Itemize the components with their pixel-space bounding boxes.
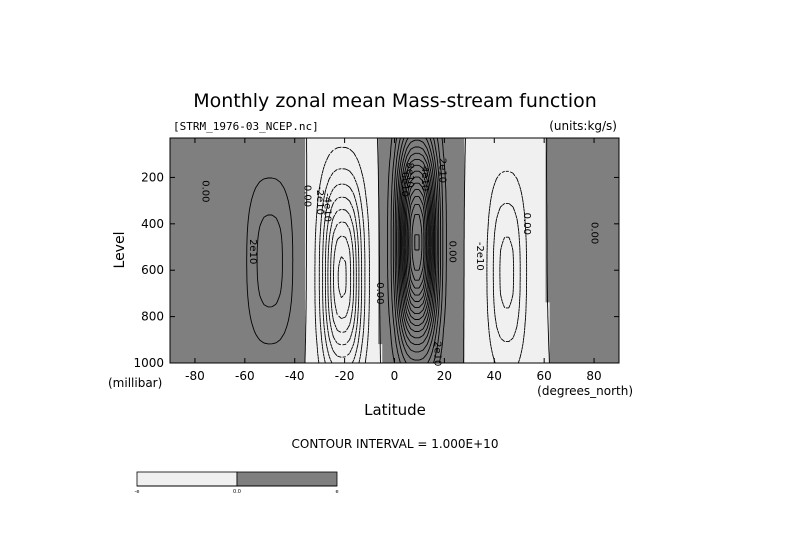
contour-line-level-16 <box>409 204 425 281</box>
chart-subtitle-right: (units:kg/s) <box>549 119 617 133</box>
contour-line-level--3 <box>322 183 515 363</box>
colorbar-label-min: -e <box>135 489 140 495</box>
contour-line-level-2 <box>256 138 444 363</box>
shading-positive <box>170 138 619 363</box>
colorbar-label-max: e <box>335 489 338 495</box>
x-axis-ticks: -80 -60 -40 -20 0 20 40 60 80 <box>185 138 602 383</box>
contour-line-level--7 <box>333 235 352 319</box>
contour-label: 2e10 <box>431 341 442 366</box>
y-axis-ticks: 200 400 600 800 1000 <box>133 170 619 370</box>
contour-line-level-1 <box>246 138 447 363</box>
x-tick-label: -80 <box>185 369 205 383</box>
x-tick-label: 20 <box>437 369 452 383</box>
contour-line-level-9 <box>401 158 433 326</box>
contour-line-level--6 <box>330 221 355 334</box>
colorbar-positive-box <box>236 471 338 487</box>
contour-line-level-13 <box>405 182 429 302</box>
contour-line-level-8 <box>400 152 434 332</box>
chart-subtitle-left: [STRM_1976-03_NCEP.nc] <box>173 120 319 133</box>
contour-line-level--2 <box>318 168 521 363</box>
y-axis-unit: (millibar) <box>108 376 162 390</box>
contour-plot-area <box>170 138 619 363</box>
contour-label: 2e10 <box>436 158 447 183</box>
contour-label: 0.00 <box>446 241 457 263</box>
x-tick-label: -20 <box>335 369 355 383</box>
x-axis-label: Latitude <box>364 401 426 419</box>
contour-label: 0.00 <box>521 213 532 235</box>
y-tick-label: 1000 <box>133 356 164 370</box>
contour-label: -2e10 <box>314 186 325 215</box>
contour-line-level-3 <box>392 138 442 363</box>
contour-line-level-11 <box>403 170 431 315</box>
contour-line-level--1 <box>314 146 528 363</box>
y-tick-label: 200 <box>141 170 164 184</box>
colorbar-negative-box <box>136 471 238 487</box>
x-tick-label: 40 <box>487 369 502 383</box>
contour-label: 4e10 <box>419 166 430 191</box>
contour-line-level-0 <box>304 138 550 363</box>
contour-line-level-5 <box>396 138 438 353</box>
x-tick-label: 80 <box>586 369 601 383</box>
x-tick-label: 60 <box>537 369 552 383</box>
colorbar: -e 0.0 e <box>135 471 339 495</box>
contour-line-level-7 <box>398 146 436 339</box>
x-axis-unit: (degrees_north) <box>537 384 633 398</box>
x-tick-label: -60 <box>235 369 255 383</box>
contour-label: 0.00 <box>374 282 385 304</box>
contour-label: 8e10 <box>404 162 415 187</box>
x-tick-label: 0 <box>391 369 399 383</box>
y-tick-label: 800 <box>141 310 164 324</box>
contour-label: -2e10 <box>474 242 485 271</box>
y-axis-label: Level <box>112 232 128 269</box>
contour-label: 0.00 <box>302 185 313 207</box>
contour-line-level--5 <box>327 208 357 346</box>
contour-label: 0.00 <box>199 180 210 202</box>
contour-label: -4e10 <box>322 193 333 222</box>
contour-line-level--8 <box>337 256 347 299</box>
contour-line-level-17 <box>411 214 423 271</box>
contour-line-level-18 <box>414 234 420 251</box>
contour-line-level-10 <box>402 164 432 320</box>
contour-label: 2e10 <box>247 239 258 264</box>
contour-line-level-12 <box>404 176 430 309</box>
contour-line-level-14 <box>406 189 428 296</box>
colorbar-label-mid: 0.0 <box>233 489 241 495</box>
contour-line-level-15 <box>408 196 426 289</box>
contour-label: 0.00 <box>589 222 600 244</box>
x-tick-label: -40 <box>285 369 305 383</box>
contour-line-level--4 <box>324 196 360 358</box>
y-tick-label: 400 <box>141 217 164 231</box>
chart-title: Monthly zonal mean Mass-stream function <box>193 90 597 112</box>
y-tick-label: 600 <box>141 263 164 277</box>
contour-line-level-6 <box>397 139 437 346</box>
contour-line-level-4 <box>394 138 440 361</box>
contour-label: 6e10 <box>399 172 410 197</box>
contour-interval-text: CONTOUR INTERVAL = 1.000E+10 <box>292 437 499 451</box>
contour-lines-layer <box>246 138 550 363</box>
